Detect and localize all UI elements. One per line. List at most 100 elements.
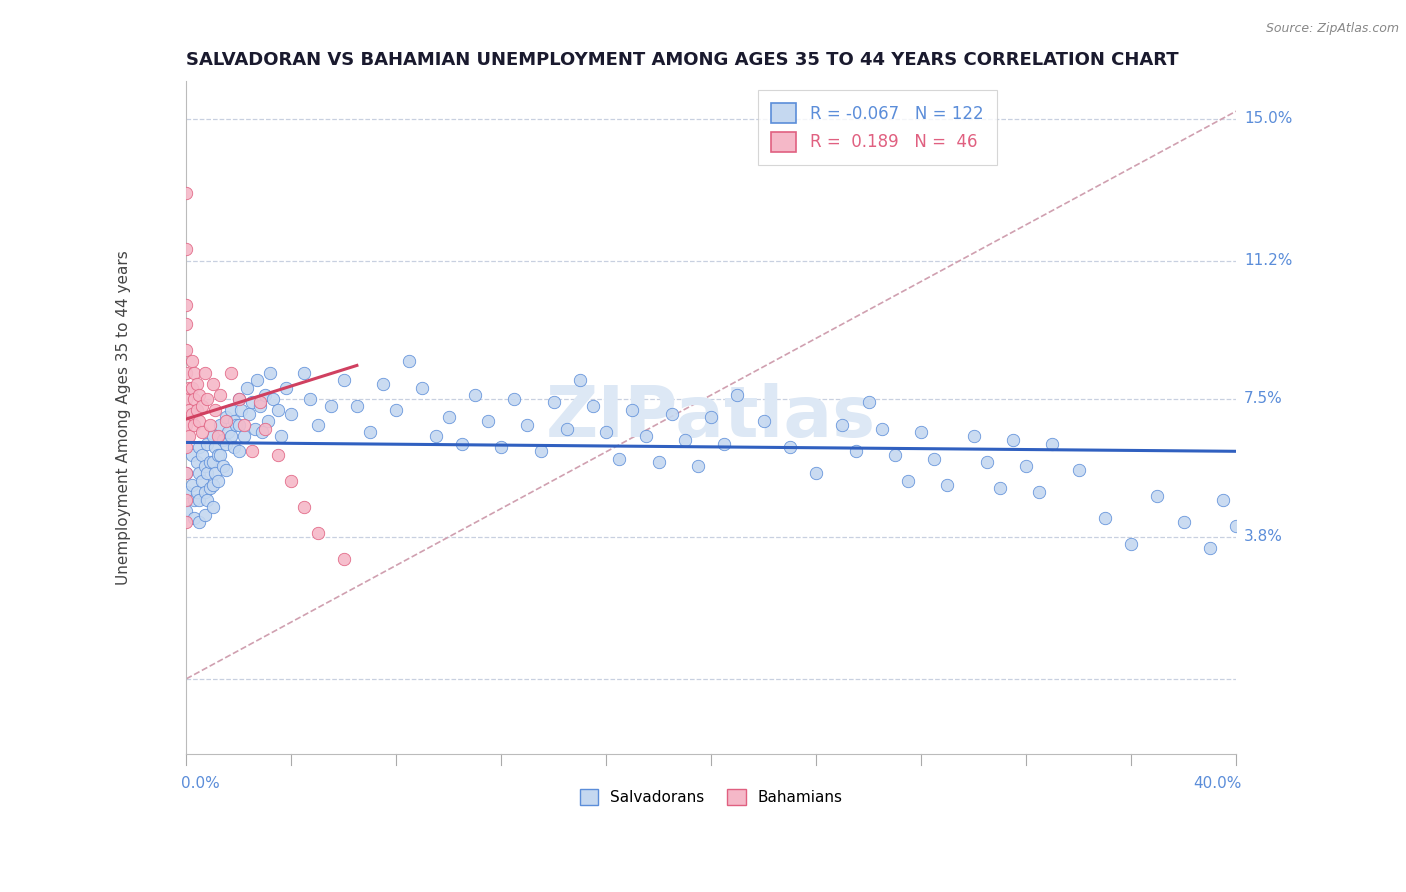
Point [238,407,260,421]
Point [976,455,998,469]
Point [962,429,984,443]
Point [191,399,214,413]
Text: ZIPatlas: ZIPatlas [546,383,876,452]
Point [595,425,617,440]
Point [897,474,920,488]
Point [228,392,250,406]
Point [212,433,235,447]
Point [1119,537,1142,551]
Point [209,448,232,462]
Point [607,451,630,466]
Point [233,429,256,443]
Point [280,407,302,421]
Point [1146,489,1168,503]
Point [858,395,880,409]
Point [385,403,408,417]
Point [198,455,221,469]
Point [191,474,214,488]
Point [529,444,551,458]
Point [1067,463,1090,477]
Text: 7.5%: 7.5% [1244,392,1282,406]
Point [195,467,218,481]
Point [195,436,218,450]
Point [183,366,205,380]
Point [231,403,253,417]
Point [176,485,198,500]
Point [503,392,526,406]
Point [176,467,198,481]
Point [249,399,271,413]
Point [233,417,256,432]
Point [346,399,368,413]
Legend: Salvadorans, Bahamians: Salvadorans, Bahamians [572,781,851,814]
Point [240,444,263,458]
Point [464,388,486,402]
Point [274,380,297,394]
Point [1028,485,1050,500]
Point [398,354,420,368]
Point [256,414,278,428]
Point [516,417,538,432]
Point [207,474,229,488]
Point [922,451,945,466]
Point [621,403,644,417]
Point [215,436,238,450]
Point [292,366,315,380]
Point [194,485,217,500]
Point [176,392,198,406]
Point [555,422,578,436]
Point [371,376,394,391]
Text: Source: ZipAtlas.com: Source: ZipAtlas.com [1265,22,1399,36]
Point [180,407,202,421]
Point [307,526,329,541]
Point [215,463,238,477]
Point [212,458,235,473]
Point [176,440,198,454]
Point [176,243,198,257]
Text: 0.0%: 0.0% [181,776,219,791]
Point [988,482,1011,496]
Point [870,422,893,436]
Point [332,552,354,566]
Point [176,298,198,312]
Point [686,458,709,473]
Point [201,477,224,491]
Point [1212,492,1234,507]
Point [292,500,315,514]
Point [209,388,232,402]
Point [259,366,281,380]
Point [804,467,827,481]
Point [425,429,447,443]
Point [204,440,226,454]
Point [298,392,321,406]
Point [183,511,205,525]
Point [217,425,239,440]
Point [209,417,232,432]
Point [191,448,214,462]
Point [477,414,499,428]
Point [204,403,226,417]
Point [176,467,198,481]
Text: 15.0%: 15.0% [1244,112,1292,126]
Point [222,414,245,428]
Text: 11.2%: 11.2% [1244,253,1292,268]
Point [186,455,208,469]
Point [176,504,198,518]
Point [188,388,211,402]
Point [319,399,342,413]
Point [198,417,221,432]
Point [194,508,217,522]
Point [240,395,263,409]
Point [219,403,242,417]
Point [177,403,200,417]
Point [582,399,605,413]
Point [176,515,198,529]
Point [228,417,250,432]
Text: 40.0%: 40.0% [1192,776,1241,791]
Point [844,444,866,458]
Point [176,492,198,507]
Point [204,467,226,481]
Point [188,492,211,507]
Point [207,448,229,462]
Point [186,376,208,391]
